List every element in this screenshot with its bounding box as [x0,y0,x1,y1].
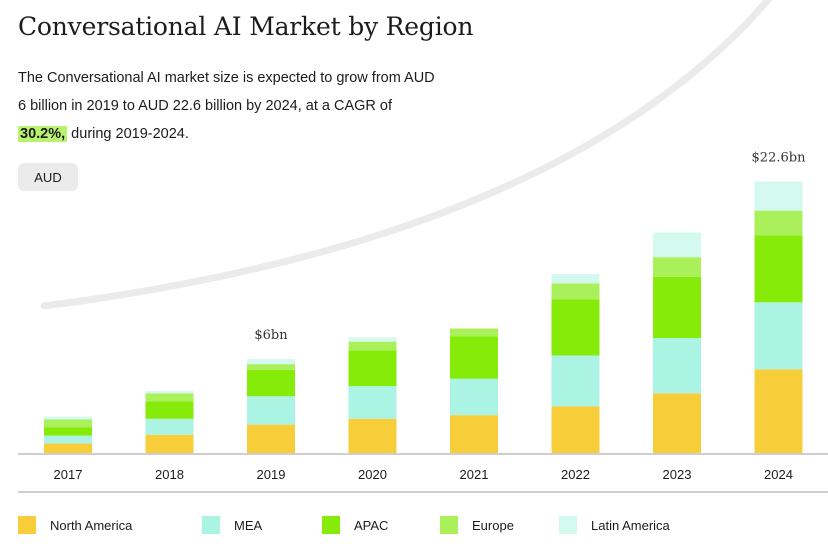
bar-segment-mea-2021[interactable] [450,378,498,416]
decorative-arc [40,0,772,310]
bar-segment-mea-2024[interactable] [754,302,803,370]
bar-segment-apac-2017[interactable] [44,427,92,436]
bar-segment-north-america-2022[interactable] [551,406,600,453]
bar-segment-apac-2022[interactable] [551,299,600,356]
total-annotation-2024: $22.6bn [752,151,807,166]
bar-segment-north-america-2017[interactable] [44,443,92,453]
bar-segment-apac-2020[interactable] [348,350,397,387]
legend-item-europe[interactable]: Europe [440,516,514,534]
chart-description: The Conversational AI market size is exp… [18,64,438,148]
legend-swatch [18,516,36,534]
bar-segment-mea-2020[interactable] [348,386,397,419]
bar-segment-latin-america-2023[interactable] [653,232,701,258]
bar-segment-north-america-2019[interactable] [247,424,295,453]
legend-swatch [322,516,340,534]
bar-segment-north-america-2020[interactable] [348,418,397,453]
bar-segment-mea-2017[interactable] [44,435,92,444]
total-annotation-2019: $6bn [254,328,288,343]
bar-segment-mea-2023[interactable] [653,337,701,394]
legend-label: North America [50,517,133,533]
legend-label: APAC [354,517,389,533]
bar-segment-europe-2024[interactable] [754,210,803,236]
bar-segment-latin-america-2022[interactable] [551,273,600,284]
bar-segment-europe-2023[interactable] [653,257,701,277]
bar-segment-latin-america-2017[interactable] [44,416,92,420]
bar-segment-north-america-2018[interactable] [145,434,194,453]
legend: North America MEA APAC Europe Latin Amer… [18,516,818,538]
cagr-highlight: 30.2%, [18,126,68,142]
x-tick-label: 2017 [54,467,83,482]
legend-label: MEA [234,517,263,533]
x-tick-label: 2021 [460,467,489,482]
x-tick-labels: 2017 2018 2019 2020 2021 2022 2023 2024 [54,467,793,482]
x-tick-label: 2018 [155,467,184,482]
bar-segment-europe-2020[interactable] [348,341,397,351]
bar-segment-north-america-2021[interactable] [450,415,498,453]
legend-item-mea[interactable]: MEA [202,516,262,534]
legend-swatch [202,516,220,534]
bar-segment-europe-2019[interactable] [247,364,295,371]
currency-button[interactable]: AUD [18,163,78,191]
legend-label: Latin America [591,517,670,533]
description-text-end: during 2019-2024. [67,126,189,142]
legend-item-apac[interactable]: APAC [322,516,388,534]
x-tick-label: 2024 [764,467,793,482]
legend-item-latin-america[interactable]: Latin America [559,516,670,534]
x-tick-label: 2022 [561,467,590,482]
description-text: The Conversational AI market size is exp… [18,70,435,114]
bar-segment-mea-2019[interactable] [247,396,295,425]
annotations-group: $6bn $22.6bn [254,151,806,344]
bars-group [44,181,803,453]
bar-segment-north-america-2024[interactable] [754,369,803,453]
bar-segment-latin-america-2018[interactable] [145,391,194,394]
bar-segment-europe-2021[interactable] [450,328,498,337]
bar-segment-apac-2021[interactable] [450,336,498,379]
bar-segment-apac-2023[interactable] [653,276,701,338]
bar-segment-latin-america-2019[interactable] [247,359,295,365]
bar-segment-europe-2022[interactable] [551,283,600,300]
legend-item-north-america[interactable]: North America [18,516,132,534]
legend-label: Europe [472,517,514,533]
bar-segment-europe-2018[interactable] [145,393,194,402]
bar-segment-latin-america-2024[interactable] [754,181,803,211]
bar-segment-north-america-2023[interactable] [653,393,701,453]
bar-segment-mea-2022[interactable] [551,355,600,407]
x-tick-label: 2019 [257,467,286,482]
legend-swatch [440,516,458,534]
chart-title: Conversational AI Market by Region [18,12,474,41]
bar-segment-apac-2024[interactable] [754,235,803,303]
x-tick-label: 2023 [663,467,692,482]
bar-segment-latin-america-2020[interactable] [348,337,397,342]
legend-swatch [559,516,577,534]
bar-segment-apac-2019[interactable] [247,370,295,397]
bar-segment-mea-2018[interactable] [145,418,194,435]
x-tick-label: 2020 [358,467,387,482]
bar-segment-apac-2018[interactable] [145,401,194,419]
bar-segment-europe-2017[interactable] [44,419,92,428]
